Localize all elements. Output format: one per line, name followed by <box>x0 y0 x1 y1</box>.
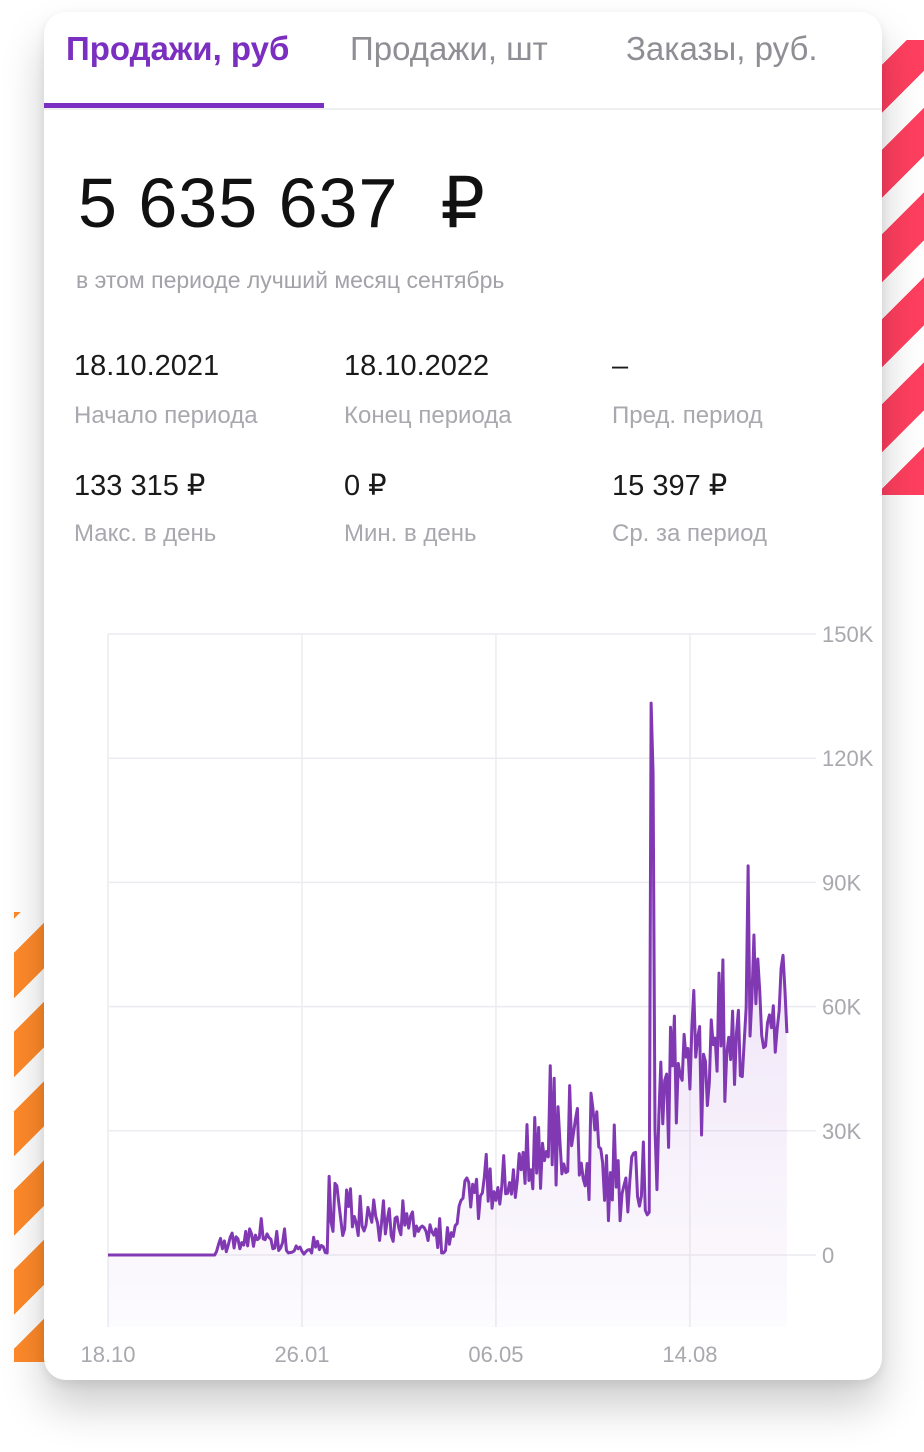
min-per-day-label: Мин. в день <box>344 520 477 547</box>
avg-per-period-value: 15 397 ₽ <box>612 470 728 502</box>
avg-per-period-label: Ср. за период <box>612 520 767 547</box>
tab-orders-rub[interactable]: Заказы, руб. <box>626 30 818 67</box>
x-tick-label: 06.05 <box>468 1342 523 1367</box>
active-tab-indicator <box>44 103 324 108</box>
best-month-note: в этом периоде лучший месяц сентябрь <box>76 267 505 293</box>
tab-bar: Продажи, руб Продажи, шт Заказы, руб. <box>44 12 882 110</box>
x-tick-label: 18.10 <box>80 1342 135 1367</box>
previous-period-label: Пред. период <box>612 402 763 429</box>
max-per-day-label: Макс. в день <box>74 520 217 547</box>
decorative-stripes-orange <box>14 912 46 1362</box>
sales-chart: 150K 120K 90K 60K 30K 0 18.10 26.01 06.05 14.08 <box>80 622 874 1367</box>
y-tick-label: 30K <box>822 1119 861 1144</box>
min-per-day-value: 0 ₽ <box>344 470 387 502</box>
x-tick-label: 14.08 <box>662 1342 717 1367</box>
decorative-stripes-red <box>882 40 924 495</box>
sales-line <box>108 701 789 1257</box>
period-end-value: 18.10.2022 <box>344 350 490 382</box>
y-tick-label: 150K <box>822 622 874 647</box>
total-sales: 5 635 637 ₽ <box>78 162 486 244</box>
currency-sign: ₽ <box>440 164 486 242</box>
period-start-label: Начало периода <box>74 402 258 429</box>
tab-sales-pcs[interactable]: Продажи, шт <box>350 30 548 67</box>
total-sales-value: 5 635 637 <box>78 164 399 242</box>
y-tick-label: 0 <box>822 1243 834 1268</box>
tab-sales-rub[interactable]: Продажи, руб <box>66 30 290 67</box>
y-tick-label: 90K <box>822 870 861 895</box>
sales-card: Продажи, руб Продажи, шт Заказы, руб. 5 … <box>44 12 882 1380</box>
max-per-day-value: 133 315 ₽ <box>74 470 206 502</box>
previous-period-value: – <box>612 350 629 382</box>
y-tick-label: 120K <box>822 746 874 771</box>
period-start-value: 18.10.2021 <box>74 350 220 382</box>
y-tick-label: 60K <box>822 995 861 1020</box>
period-end-label: Конец периода <box>344 402 512 429</box>
x-tick-label: 26.01 <box>274 1342 329 1367</box>
